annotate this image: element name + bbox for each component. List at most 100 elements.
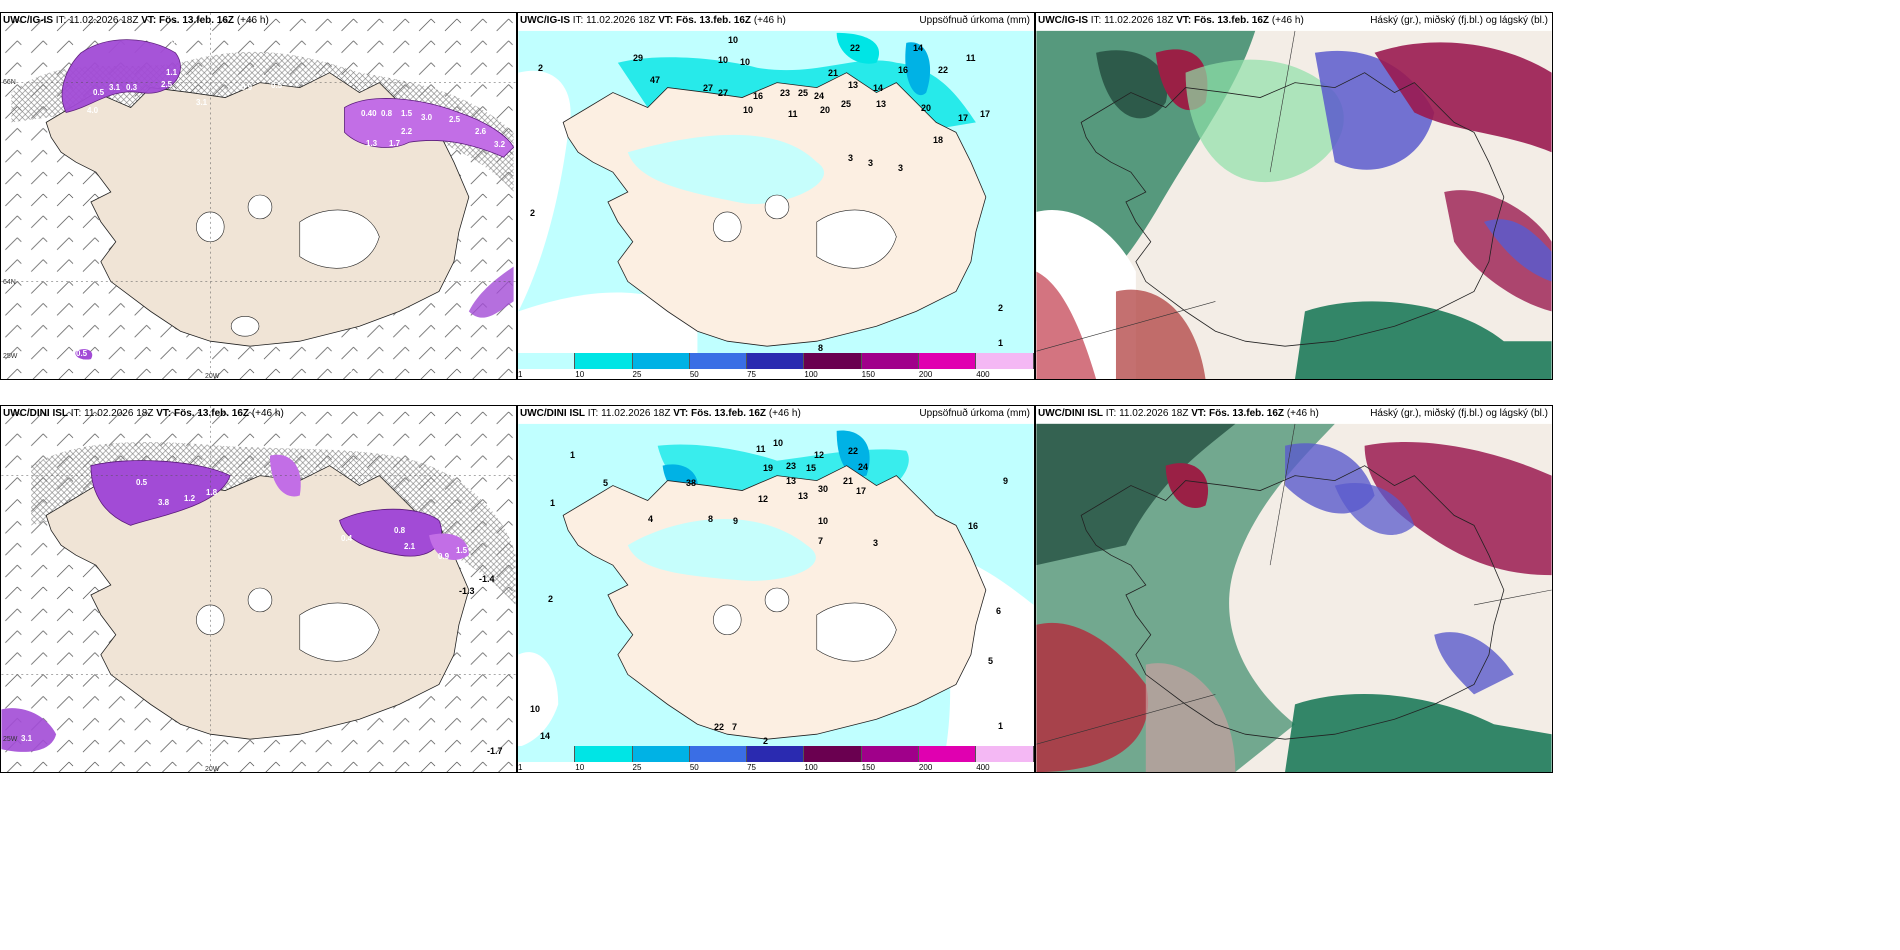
wind-value: 2.2 [401,127,413,136]
panel-header: UWC/IG-IS IT: 11.02.2026 18Z VT: Fös. 13… [520,15,786,26]
precip-value: 25 [798,88,809,98]
colorbar-tick: 100 [804,763,818,772]
colorbar-tick: 400 [976,763,990,772]
precip-value: 21 [843,476,854,486]
colorbar-tick: 1 [518,370,523,379]
precip-value: 2 [548,594,554,604]
precip-value: 16 [753,91,764,101]
panel-clouds-bottom: UWC/DINI ISL IT: 11.02.2026 18Z VT: Fös.… [1035,405,1553,773]
precip-value: 8 [818,343,824,353]
colorbar-tick: 10 [575,370,585,379]
colorbar-tick: 25 [632,370,642,379]
colorbar-tick: 1 [518,763,523,772]
panel-title-right: Háský (gr.), miðský (fj.bl.) og lágský (… [1370,408,1548,419]
wind-value: 3.1 [109,83,121,92]
precip-value: 10 [530,704,541,714]
precip-value: 24 [858,462,869,472]
lat-label-64: 64N [3,279,16,286]
wind-value: 0.5 [93,88,105,97]
colorbar-tick: 200 [918,763,933,772]
colorbar-tick: 200 [918,370,933,379]
precip-value: 3 [848,153,854,163]
precip-value: 22 [714,722,725,732]
wind-value: 1.2 [184,494,196,503]
precip-colorbar: 1 10 25 50 75 100 150 200 400 [518,353,1034,379]
panel-header: UWC/IG-IS IT: 11.02.2026 18Z VT: Fös. 13… [3,15,269,26]
wind-value: 0.5 [271,81,283,90]
colorbar-tick: 50 [689,763,699,772]
precip-value: 6 [996,606,1002,616]
cloud-map [1036,30,1552,379]
precip-value: 15 [806,463,817,473]
precip-value: 29 [633,53,644,63]
precip-value: 13 [798,491,809,501]
wind-value: -1.7 [487,746,503,756]
precip-value: 17 [856,486,867,496]
wind-value: 1.8 [206,488,218,497]
precip-value: 19 [763,463,774,473]
precip-value: 13 [848,80,859,90]
wind-value: 0.6 [171,37,183,46]
precip-value: 7 [818,536,824,546]
wind-value: 3.0 [421,113,433,122]
precip-value: 1 [550,498,556,508]
precip-value: 1 [570,450,576,460]
wind-value: 3.1 [21,734,33,743]
precip-value: 22 [848,446,859,456]
precip-value: 12 [758,494,769,504]
panel-title-right: Háský (gr.), miðský (fj.bl.) og lágský (… [1370,15,1548,26]
precip-value: 30 [818,484,829,494]
precip-value: 25 [841,99,852,109]
colorbar-tick: 50 [689,370,699,379]
precip-value: 10 [740,57,751,67]
precip-value: 3 [898,163,904,173]
wind-value: -1.4 [479,574,495,584]
wind-value: 1.7 [389,139,401,148]
cloud-map [1036,423,1552,772]
panel-header: UWC/IG-IS IT: 11.02.2026 18Z VT: Fös. 13… [1038,15,1304,26]
wind-value: 1.1 [166,68,178,77]
panel-title-right: Uppsöfnuð úrkoma (mm) [919,15,1030,26]
precip-value: 10 [718,55,729,65]
colorbar-tick: 400 [976,370,990,379]
wind-value: 0.5 [76,349,88,358]
wind-map [1,13,516,379]
precip-value: 10 [728,35,739,45]
precip-value: 11 [966,53,976,63]
precip-value: 9 [733,516,739,526]
precip-value: 10 [773,438,784,448]
precip-value: 38 [686,478,697,488]
precip-map [518,423,1034,748]
precip-value: 27 [703,83,714,93]
wind-value: 1.5 [401,109,413,118]
precip-value: 27 [718,88,729,98]
colorbar-tick: 150 [861,370,875,379]
wind-value: 2.6 [475,127,487,136]
precip-value: 22 [938,65,949,75]
precip-value: 10 [743,105,754,115]
panel-header: UWC/DINI ISL IT: 11.02.2026 18Z VT: Fös.… [1038,408,1319,419]
wind-map [1,406,516,772]
wind-value: 2.1 [404,542,416,551]
precip-value: 23 [786,461,797,471]
precip-value: 7 [732,722,738,732]
wind-value: -1.3 [459,586,475,596]
wind-value: 1.3 [366,139,378,148]
wind-value: 3.1 [196,98,208,107]
wind-value: 0.3 [126,83,138,92]
precip-value: 2 [530,208,536,218]
colorbar-tick: 75 [747,763,756,772]
precip-value: 24 [814,91,825,101]
panel-precip-bottom: UWC/DINI ISL IT: 11.02.2026 18Z VT: Fös.… [517,405,1035,773]
precip-value: 20 [921,103,932,113]
precip-value: 11 [756,444,766,454]
panel-header: UWC/DINI ISL IT: 11.02.2026 18Z VT: Fös.… [520,408,801,419]
precip-value: 14 [540,731,551,741]
precip-value: 16 [898,65,909,75]
precip-value: 9 [1003,476,1009,486]
lon-label-25: 25W [3,736,18,743]
panel-title-right: Uppsöfnuð úrkoma (mm) [919,408,1030,419]
precip-value: 17 [980,109,991,119]
precip-value: 8 [708,514,714,524]
lon-label-25: 25W [3,353,18,360]
